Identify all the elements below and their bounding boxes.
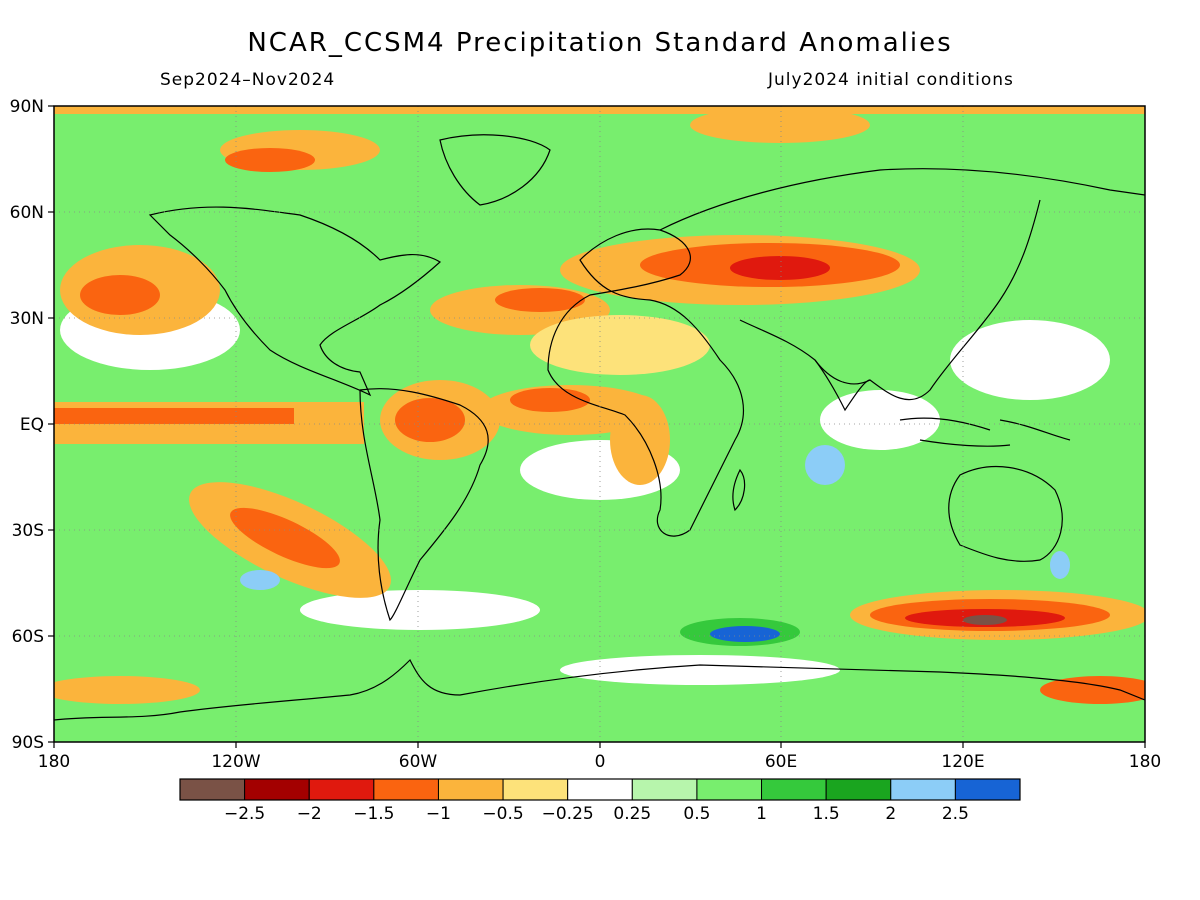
lat-label: 30N (10, 309, 44, 329)
anomaly-field (54, 106, 1145, 742)
axis-ticks (48, 105, 1146, 748)
colorbar-swatch (954, 778, 1021, 801)
colorbar-swatch (567, 778, 633, 801)
latitude-labels: 90N 60N 30N EQ 30S 60S 90S (10, 97, 44, 753)
colorbar-swatch (244, 778, 310, 801)
colorbar-frame (179, 778, 1021, 801)
forecast-period: Sep2024–Nov2024 (160, 70, 336, 90)
coastlines (54, 134, 1145, 721)
colorbar-label: −0.5 (482, 804, 523, 824)
longitude-labels: 180 120W 60W 0 60E 120E 180 (38, 752, 1161, 772)
colorbar-swatch (373, 778, 439, 801)
colorbar-swatch (696, 778, 763, 801)
lat-label: 90S (12, 733, 44, 753)
colorbar-label: 2 (885, 804, 896, 824)
colorbar-swatch (437, 778, 504, 801)
colorbar-label: −2.5 (224, 804, 265, 824)
colorbar-swatch (890, 778, 956, 801)
colorbar (179, 778, 1021, 801)
colorbar-swatch (631, 778, 698, 801)
lon-label: 60W (399, 752, 438, 772)
colorbar-label: −1 (426, 804, 451, 824)
lat-label: 60S (12, 627, 44, 647)
lon-label: 60E (765, 752, 797, 772)
gridlines (54, 106, 1145, 742)
colorbar-swatch (179, 778, 246, 801)
lat-label: EQ (20, 415, 44, 435)
lon-label: 120E (941, 752, 984, 772)
colorbar-label: 0.25 (613, 804, 651, 824)
lat-label: 60N (10, 203, 44, 223)
lon-label: 180 (38, 752, 70, 772)
lon-label: 0 (595, 752, 606, 772)
colorbar-label: −1.5 (353, 804, 394, 824)
lat-label: 90N (10, 97, 44, 117)
lat-label: 30S (12, 521, 44, 541)
colorbar-label: −0.25 (542, 804, 594, 824)
colorbar-label: 1.5 (813, 804, 840, 824)
colorbar-label: 0.5 (683, 804, 710, 824)
colorbar-label: 2.5 (942, 804, 969, 824)
colorbar-swatch (502, 778, 569, 801)
colorbar-swatch (308, 778, 375, 801)
colorbar-label: 1 (756, 804, 767, 824)
map-title: NCAR_CCSM4 Precipitation Standard Anomal… (247, 28, 953, 58)
colorbar-swatch (761, 778, 827, 801)
lon-label: 180 (1129, 752, 1161, 772)
initial-conditions: July2024 initial conditions (768, 70, 1014, 90)
colorbar-labels: −2.5 −2 −1.5 −1 −0.5 −0.25 0.25 0.5 1 1.5 2 2.5 (224, 804, 969, 824)
colorbar-label: −2 (297, 804, 322, 824)
lon-label: 120W (211, 752, 260, 772)
colorbar-swatch (825, 778, 892, 801)
